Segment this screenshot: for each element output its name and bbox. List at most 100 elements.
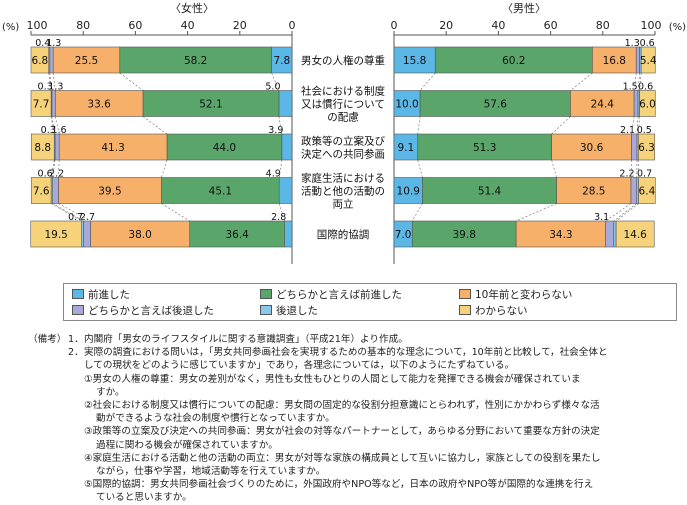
male-value-label: 15.8	[403, 55, 426, 67]
male-value-label: 57.6	[484, 99, 508, 111]
female-tick-label: 40	[181, 19, 195, 32]
female-value-label: 7.8	[273, 55, 290, 67]
note-text-2a: 実際の調査における問いは，「男女共同参画社会を実現するための基本的な理念について…	[28, 347, 608, 358]
male-value-label: 6.3	[638, 142, 655, 154]
note-text-1: 内閣府「男女のライフスタイルに関する意識調査」（平成21年）より作成。	[28, 334, 408, 345]
note-row-1: （備考） 1． 内閣府「男女のライフスタイルに関する意識調査」（平成21年）より…	[28, 333, 668, 346]
male-tick-label: 0	[391, 19, 398, 32]
legend-label-unchanged: 10年前と変わらない	[475, 289, 572, 301]
female-value-label: 52.1	[199, 99, 222, 111]
male-bar-segment	[606, 221, 614, 247]
male-value-label: 9.1	[398, 142, 415, 154]
female-connector-line	[143, 117, 167, 135]
legend-label-regressed: 後退した	[276, 305, 318, 317]
female-tick-label: 80	[76, 19, 90, 32]
male-bar-segment	[632, 134, 637, 160]
female-value-label: 36.4	[225, 229, 249, 241]
note-text-2b: しての現状をどのように感じていますか」であり，各理念については，以下のようにたず…	[28, 359, 668, 372]
legend-label-somewhat-regressed: どちらかと言えば後退した	[88, 305, 214, 317]
male-value-label: 24.4	[591, 99, 615, 111]
female-bar-segment	[55, 134, 59, 160]
male-connector-line	[516, 204, 556, 222]
note-item-1b: すか。	[28, 386, 668, 399]
female-tick-label: 60	[128, 19, 142, 32]
male-connector-line	[552, 160, 557, 178]
legend-label-unknown: わからない	[475, 305, 528, 317]
female-connector-line	[162, 204, 190, 222]
female-bar-segment	[279, 178, 292, 204]
category-label: 男女の人権の尊重	[301, 54, 385, 67]
note-item-4a: ④家庭生活における活動と他の活動の両立：男女が対等な家族の構成員として互いに協力…	[28, 452, 668, 465]
legend-swatch-unchanged	[459, 289, 471, 299]
male-connector-line	[418, 117, 420, 135]
female-connector-line	[120, 73, 143, 91]
male-value-label: 60.2	[502, 55, 525, 67]
male-connector-line	[614, 204, 637, 222]
legend-swatch-advanced	[72, 289, 84, 299]
male-value-label: 39.8	[453, 229, 476, 241]
male-small-value-label: 2.2	[619, 169, 634, 180]
legend-item-unchanged: 10年前と変わらない	[459, 288, 572, 302]
notes-header: （備考）	[28, 333, 66, 346]
male-axis-unit: (%)	[669, 22, 686, 33]
note-item-3a: ③政策等の立案及び決定への共同参画：男女が社会の対等なパートナーとして，あらゆる…	[28, 425, 668, 438]
female-value-label: 44.0	[213, 142, 236, 154]
chart-notes: （備考） 1． 内閣府「男女のライフスタイルに関する意識調査」（平成21年）より…	[28, 333, 668, 505]
male-value-label: 51.4	[478, 186, 502, 198]
legend-swatch-somewhat-regressed	[72, 305, 84, 315]
category-label: 又は慣行について	[301, 98, 385, 111]
male-small-value-label: 1.3	[625, 38, 640, 49]
female-bar-segment	[53, 178, 59, 204]
note-number-2: 2．	[68, 346, 84, 359]
note-item-5b: ていると思いますか。	[28, 491, 668, 504]
male-value-label: 6.0	[639, 99, 656, 111]
male-connector-line	[412, 204, 422, 222]
note-item-1a: ①男女の人権の尊重：男女の差別がなく，男性も女性もひとりの人間として能力を発揮で…	[28, 373, 668, 386]
male-connector-line	[606, 204, 631, 222]
legend-swatch-unknown	[459, 305, 471, 315]
female-value-label: 7.7	[33, 99, 50, 111]
male-tick-label: 40	[491, 19, 505, 32]
category-label: の配慮	[327, 111, 359, 124]
male-connector-line	[418, 160, 423, 178]
female-value-label: 58.2	[184, 55, 207, 67]
legend-item-regressed: 後退した	[260, 304, 318, 318]
note-row-2: 2． 実際の調査における問いは，「男女共同参画社会を実現するための基本的な理念に…	[28, 346, 668, 359]
male-value-label: 14.6	[623, 229, 647, 241]
legend-item-unknown: わからない	[459, 304, 528, 318]
male-tick-label: 80	[596, 19, 610, 32]
category-label: 両立	[333, 198, 354, 211]
note-item-3b: 過程に関わる機会が確保されていますか。	[28, 439, 668, 452]
legend-swatch-somewhat-advanced	[260, 289, 272, 299]
female-value-label: 19.5	[44, 229, 67, 241]
female-connector-line	[162, 160, 167, 178]
note-number-1: 1．	[68, 333, 84, 346]
male-value-label: 28.5	[582, 186, 605, 198]
legend-label-advanced: 前進した	[88, 289, 130, 301]
male-panel-title: 〈男性〉	[502, 1, 546, 15]
male-value-label: 51.3	[473, 142, 496, 154]
female-value-label: 39.5	[98, 186, 121, 198]
male-tick-label: 100	[641, 19, 662, 32]
female-panel-title: 〈女性〉	[170, 1, 214, 15]
male-small-value-label: 1.5	[623, 82, 638, 93]
legend-item-somewhat-regressed: どちらかと言えば後退した	[72, 304, 214, 318]
note-item-4b: ながら，仕事や学習，地域活動等を行えていますか。	[28, 465, 668, 478]
note-item-2b: 動ができるような社会の制度や慣行となっていますか。	[28, 412, 668, 425]
female-bar-segment	[279, 91, 292, 117]
female-bar-segment	[83, 221, 90, 247]
legend-swatch-regressed	[260, 305, 272, 315]
male-connector-line	[420, 73, 435, 91]
legend-item-somewhat-advanced: どちらかと言えば前進した	[260, 288, 402, 302]
male-small-value-label: 3.1	[594, 212, 609, 223]
female-bar-segment	[50, 47, 53, 73]
category-label: 活動と他の活動の	[301, 185, 385, 198]
female-tick-label: 0	[289, 19, 296, 32]
male-value-label: 34.3	[549, 229, 572, 241]
category-label: 政策等の立案及び	[301, 135, 385, 148]
male-value-label: 10.9	[397, 186, 420, 198]
category-label: 家庭生活における	[301, 172, 385, 185]
male-bar-segment	[614, 221, 616, 247]
category-label: 国際的協調	[317, 228, 370, 241]
